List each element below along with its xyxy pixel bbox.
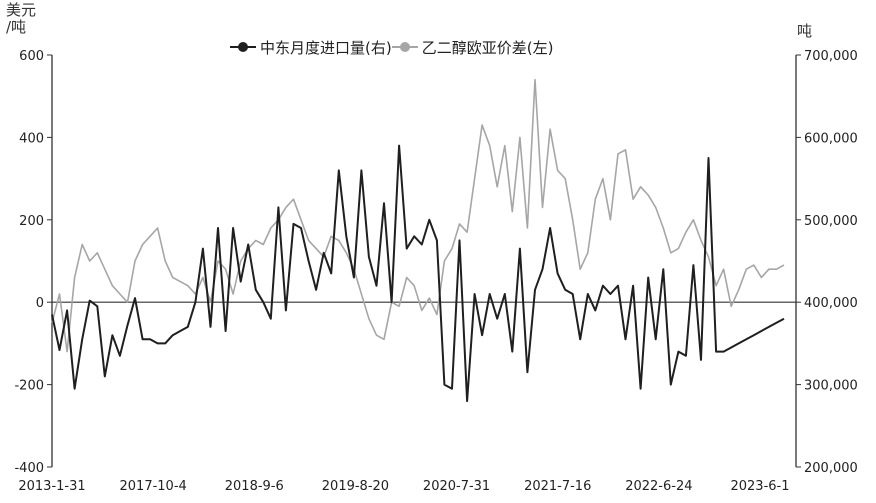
right-axis-unit: 吨 [797, 22, 813, 40]
x-tick-label: 2018-9-6 [225, 479, 284, 494]
legend-label-import: 中东月度进口量(右) [260, 38, 392, 57]
left-tick-label: -200 [14, 379, 44, 394]
right-tick-label: 600,000 [804, 131, 858, 146]
left-axis: -400 -200 0 200 400 600 [14, 49, 53, 476]
x-tick-label: 2020-7-31 [423, 479, 490, 494]
right-axis: 200,000 300,000 400,000 500,000 600,000 700,0… [795, 49, 858, 476]
x-tick-label: 2019-8-20 [322, 479, 389, 494]
legend-item-import-volume: 中东月度进口量(右) [230, 37, 392, 58]
series-line-import-volume [51, 144, 785, 403]
legend: 中东月度进口量(右) 乙二醇欧亚价差(左) [230, 36, 553, 58]
series-layer [51, 78, 785, 403]
right-tick-label: 300,000 [804, 379, 858, 394]
x-tick-label: 2022-6-24 [625, 479, 692, 494]
legend-swatch-spread [391, 40, 418, 54]
left-tick-label: 200 [19, 214, 44, 229]
series-line-price-spread [51, 78, 785, 353]
right-tick-label: 400,000 [804, 296, 858, 311]
left-tick-label: 600 [19, 49, 44, 64]
left-axis-unit: 美元 /吨 [6, 2, 36, 36]
legend-swatch-import [230, 40, 256, 54]
left-unit-line2: /吨 [6, 18, 27, 36]
legend-item-price-spread: 乙二醇欧亚价差(左) [391, 37, 554, 58]
x-tick-label: 2013-1-31 [18, 479, 85, 494]
left-tick-label: 400 [19, 131, 44, 146]
right-tick-label: 700,000 [804, 49, 858, 64]
legend-label-spread: 乙二醇欧亚价差(左) [421, 38, 554, 57]
right-tick-label: 500,000 [804, 214, 858, 229]
x-tick-label: 2017-10-4 [120, 479, 187, 494]
x-tick-label: 2023-6-1 [730, 479, 789, 494]
left-unit-line1: 美元 [6, 1, 37, 19]
x-axis: 2013-1-31 2017-10-4 2018-9-6 2019-8-20 2020-… [18, 301, 796, 494]
left-tick-label: 0 [36, 296, 44, 311]
left-tick-label: -400 [14, 461, 44, 476]
right-tick-label: 200,000 [804, 461, 858, 476]
x-tick-label: 2021-7-16 [524, 479, 591, 494]
